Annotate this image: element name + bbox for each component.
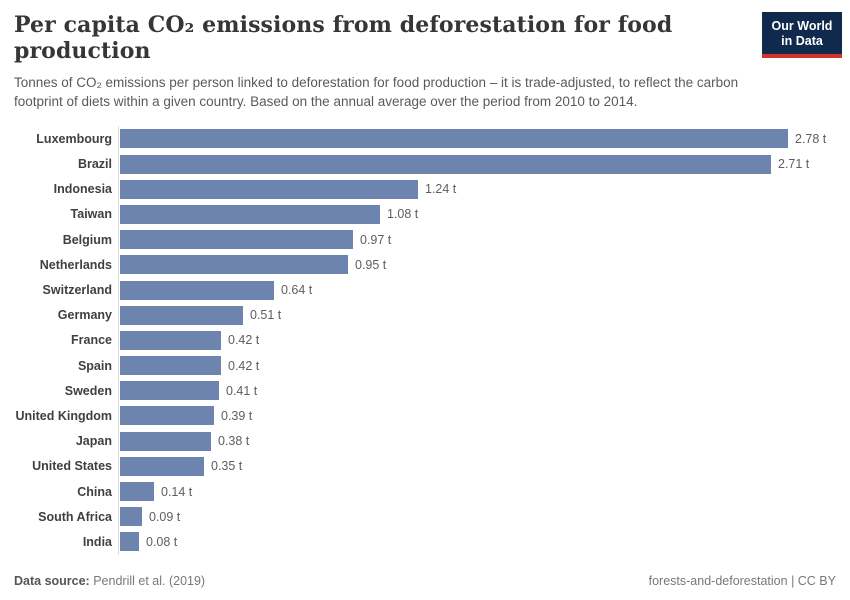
bar[interactable] xyxy=(120,456,204,476)
chart-row: Indonesia 1.24 t xyxy=(14,176,836,202)
chart-footer: Data source: Pendrill et al. (2019) fore… xyxy=(14,574,836,588)
chart-row: South Africa 0.09 t xyxy=(14,504,836,530)
bar-track: 0.09 t xyxy=(118,504,836,530)
chart-row: Luxembourg 2.78 t xyxy=(14,126,836,152)
data-source-label: Data source: xyxy=(14,574,90,588)
chart-row: Switzerland 0.64 t xyxy=(14,277,836,303)
chart-row: Brazil 2.71 t xyxy=(14,151,836,177)
country-label: Indonesia xyxy=(53,182,112,197)
chart-row: Spain 0.42 t xyxy=(14,353,836,379)
chart-row: China 0.14 t xyxy=(14,478,836,505)
bar[interactable] xyxy=(120,129,788,149)
country-label: Belgium xyxy=(62,232,112,247)
bar-track: 1.08 t xyxy=(118,201,836,228)
country-label: France xyxy=(71,333,112,348)
country-label: Sweden xyxy=(64,383,112,398)
value-label: 0.64 t xyxy=(281,283,313,298)
bar[interactable] xyxy=(120,230,353,250)
owid-logo-line1: Our World xyxy=(771,19,833,33)
value-label: 0.97 t xyxy=(360,232,392,247)
data-source-value: Pendrill et al. (2019) xyxy=(93,574,206,588)
bar-track: 0.51 t xyxy=(118,302,836,328)
footer-note: forests-and-deforestation | CC BY xyxy=(648,574,836,588)
bar-track: 0.14 t xyxy=(118,478,836,505)
bar-track: 0.95 t xyxy=(118,252,836,278)
chart-row: Netherlands 0.95 t xyxy=(14,252,836,278)
value-label: 0.42 t xyxy=(228,358,260,373)
country-label: Netherlands xyxy=(39,257,112,272)
value-label: 0.35 t xyxy=(211,459,243,474)
chart-row: United Kingdom 0.39 t xyxy=(14,403,836,429)
chart-row: Japan 0.38 t xyxy=(14,428,836,454)
chart-row: France 0.42 t xyxy=(14,327,836,353)
bar-track: 0.35 t xyxy=(118,453,836,479)
country-label: Taiwan xyxy=(70,207,112,222)
bar[interactable] xyxy=(120,381,219,401)
value-label: 0.09 t xyxy=(149,509,181,524)
country-label: United Kingdom xyxy=(15,408,112,423)
value-label: 1.24 t xyxy=(425,182,457,197)
country-label: Germany xyxy=(57,308,112,323)
bar-track: 0.64 t xyxy=(118,277,836,303)
bar[interactable] xyxy=(120,179,418,199)
bar[interactable] xyxy=(120,255,348,275)
owid-logo-line2: in Data xyxy=(781,33,823,48)
owid-logo[interactable]: Our World in Data xyxy=(762,12,842,58)
chart-row: Taiwan 1.08 t xyxy=(14,201,836,228)
country-label: Luxembourg xyxy=(36,131,112,146)
bar[interactable] xyxy=(120,431,211,451)
bar-track: 2.71 t xyxy=(118,151,836,177)
bar-track: 2.78 t xyxy=(118,126,836,152)
bar-track: 0.39 t xyxy=(118,403,836,429)
bar[interactable] xyxy=(120,532,139,552)
value-label: 2.71 t xyxy=(778,157,810,172)
bar-track: 1.24 t xyxy=(118,176,836,202)
bar-track: 0.38 t xyxy=(118,428,836,454)
value-label: 0.95 t xyxy=(355,257,387,272)
value-label: 0.38 t xyxy=(218,434,250,449)
value-label: 0.14 t xyxy=(161,484,193,499)
bar[interactable] xyxy=(120,154,771,174)
value-label: 0.42 t xyxy=(228,333,260,348)
bar[interactable] xyxy=(120,507,142,527)
value-label: 0.51 t xyxy=(250,308,282,323)
bar-track: 0.08 t xyxy=(118,529,836,555)
bar[interactable] xyxy=(120,280,274,300)
country-label: Switzerland xyxy=(42,283,112,298)
bar-track: 0.42 t xyxy=(118,327,836,353)
data-source: Data source: Pendrill et al. (2019) xyxy=(14,574,205,588)
bar-chart: Luxembourg 2.78 t Brazil 2.71 t Indonesia 1.2… xyxy=(14,126,836,555)
chart-title: Per capita CO₂ emissions from deforestat… xyxy=(14,12,673,64)
country-label: China xyxy=(77,484,112,499)
value-label: 0.39 t xyxy=(221,408,253,423)
chart-row: India 0.08 t xyxy=(14,529,836,555)
bar-track: 0.41 t xyxy=(118,378,836,404)
bar-track: 0.42 t xyxy=(118,353,836,379)
chart-row: Germany 0.51 t xyxy=(14,302,836,328)
country-label: Japan xyxy=(75,434,112,449)
chart-header: Per capita CO₂ emissions from deforestat… xyxy=(14,12,842,111)
bar[interactable] xyxy=(120,305,243,325)
value-label: 0.08 t xyxy=(146,534,178,549)
value-label: 1.08 t xyxy=(387,207,419,222)
chart-row: United States 0.35 t xyxy=(14,453,836,479)
bar[interactable] xyxy=(120,482,154,502)
value-label: 0.41 t xyxy=(226,383,258,398)
country-label: Spain xyxy=(77,358,112,373)
chart-row: Sweden 0.41 t xyxy=(14,378,836,404)
country-label: Brazil xyxy=(77,157,112,172)
chart-row: Belgium 0.97 t xyxy=(14,227,836,253)
chart-subtitle: Tonnes of CO₂ emissions per person linke… xyxy=(14,75,739,110)
bar[interactable] xyxy=(120,356,221,376)
country-label: South Africa xyxy=(38,509,112,524)
bar[interactable] xyxy=(120,406,214,426)
bar[interactable] xyxy=(120,330,221,350)
country-label: United States xyxy=(32,459,112,474)
country-label: India xyxy=(82,534,112,549)
value-label: 2.78 t xyxy=(795,131,827,146)
bar[interactable] xyxy=(120,204,380,224)
bar-track: 0.97 t xyxy=(118,227,836,253)
